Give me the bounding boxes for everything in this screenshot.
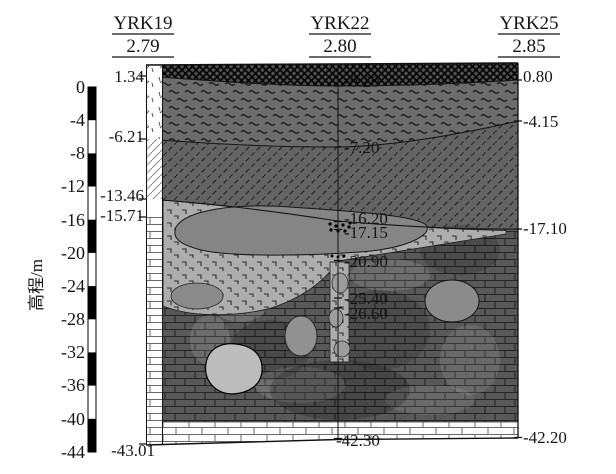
- tick-label: -20: [61, 243, 85, 263]
- layer-limestone-white: [146, 422, 518, 445]
- tick-label: -12: [61, 176, 85, 196]
- cave-blob-left: [170, 282, 224, 310]
- yrk25-boundary-labels: 0.80 -4.15 -17.10 -42.20: [523, 67, 567, 447]
- tick-label: -8: [70, 143, 85, 163]
- depth-ticks: [139, 75, 522, 445]
- layer-elevation-label: 0.80: [523, 67, 553, 86]
- section-bottom-line: [145, 437, 519, 446]
- elevation-axis-label: 高程/m: [27, 259, 46, 311]
- yrk22-blob-2: [328, 308, 344, 328]
- gravel-dots: [328, 221, 352, 259]
- tick-label: -36: [61, 375, 85, 395]
- layer-elevation-label: -42.30: [336, 431, 380, 450]
- layer-elevation-label: -16.20: [344, 209, 388, 228]
- cave-blob-light: [205, 343, 263, 395]
- cave-blob-right: [424, 279, 480, 323]
- tick-label: -16: [61, 210, 85, 230]
- layer-silty-wavy: [146, 76, 518, 148]
- layer-elevation-label: -17.10: [523, 219, 567, 238]
- layer-elevation-label: 1.34: [114, 67, 144, 86]
- layer-elevation-label: -42.20: [523, 428, 567, 447]
- layer-elevation-label: -26.60: [344, 304, 388, 323]
- tick-label: -24: [61, 276, 85, 296]
- section-body: [146, 63, 518, 445]
- tick-label: -28: [61, 309, 85, 329]
- borehole-name: YRK22: [310, 13, 369, 34]
- layer-fill-crosshatch: [146, 63, 518, 86]
- layer-elevation-label: -17.15: [344, 223, 388, 242]
- layer-elevation-label: -7.20: [344, 138, 379, 157]
- borehole-headers: YRK19 2.79 YRK22 2.80 YRK25 2.85: [112, 13, 560, 58]
- layer-elevation-label: -25.40: [344, 289, 388, 308]
- layer-elevation-label: -13.46: [100, 186, 144, 205]
- limestone-mottling: [167, 225, 500, 420]
- section-outline: [145, 62, 519, 446]
- tick-label: -32: [61, 342, 85, 362]
- tick-label: -4: [70, 110, 85, 130]
- yrk22-blob-1: [331, 272, 349, 294]
- layer-elevation-label: -0.20: [344, 72, 379, 91]
- borehole-top-elevation: 2.79: [126, 36, 159, 57]
- tick-label: 0: [76, 77, 85, 97]
- layer-clay-diagonal: [146, 121, 518, 230]
- layer-elevation-label: -20.90: [344, 252, 388, 271]
- yrk19-log-strip: [146, 65, 163, 445]
- yrk19-boundary-labels: 1.34 -6.21 -13.46 -15.71 -43.01: [100, 67, 155, 460]
- axis-tick-labels: 0 -4 -8 -12 -16 -20 -24 -28 -32 -36 -40 …: [61, 77, 85, 462]
- header-underlines: [112, 33, 560, 58]
- yrk22-boundary-labels: -0.20 -7.20 -16.20 -17.15 -20.90 -25.40 …: [336, 72, 388, 450]
- tick-label: -40: [61, 409, 85, 429]
- elevation-axis-bar: [87, 86, 97, 453]
- borehole-name: YRK19: [113, 13, 172, 34]
- ground-surface-line: [145, 62, 519, 66]
- layer-elevation-label: -15.71: [100, 206, 144, 225]
- cave-blob-large: [174, 205, 428, 256]
- borehole-name: YRK25: [499, 13, 558, 34]
- borehole-top-elevation: 2.85: [512, 36, 545, 57]
- tick-label: -44: [61, 442, 85, 462]
- layer-elevation-label: -43.01: [111, 441, 155, 460]
- cave-blob-mid: [284, 315, 318, 357]
- layer-elevation-label: -6.21: [109, 127, 144, 146]
- layer-elevation-label: -4.15: [523, 112, 558, 131]
- borehole-top-elevation: 2.80: [323, 36, 356, 57]
- yrk22-blob-3: [333, 340, 351, 358]
